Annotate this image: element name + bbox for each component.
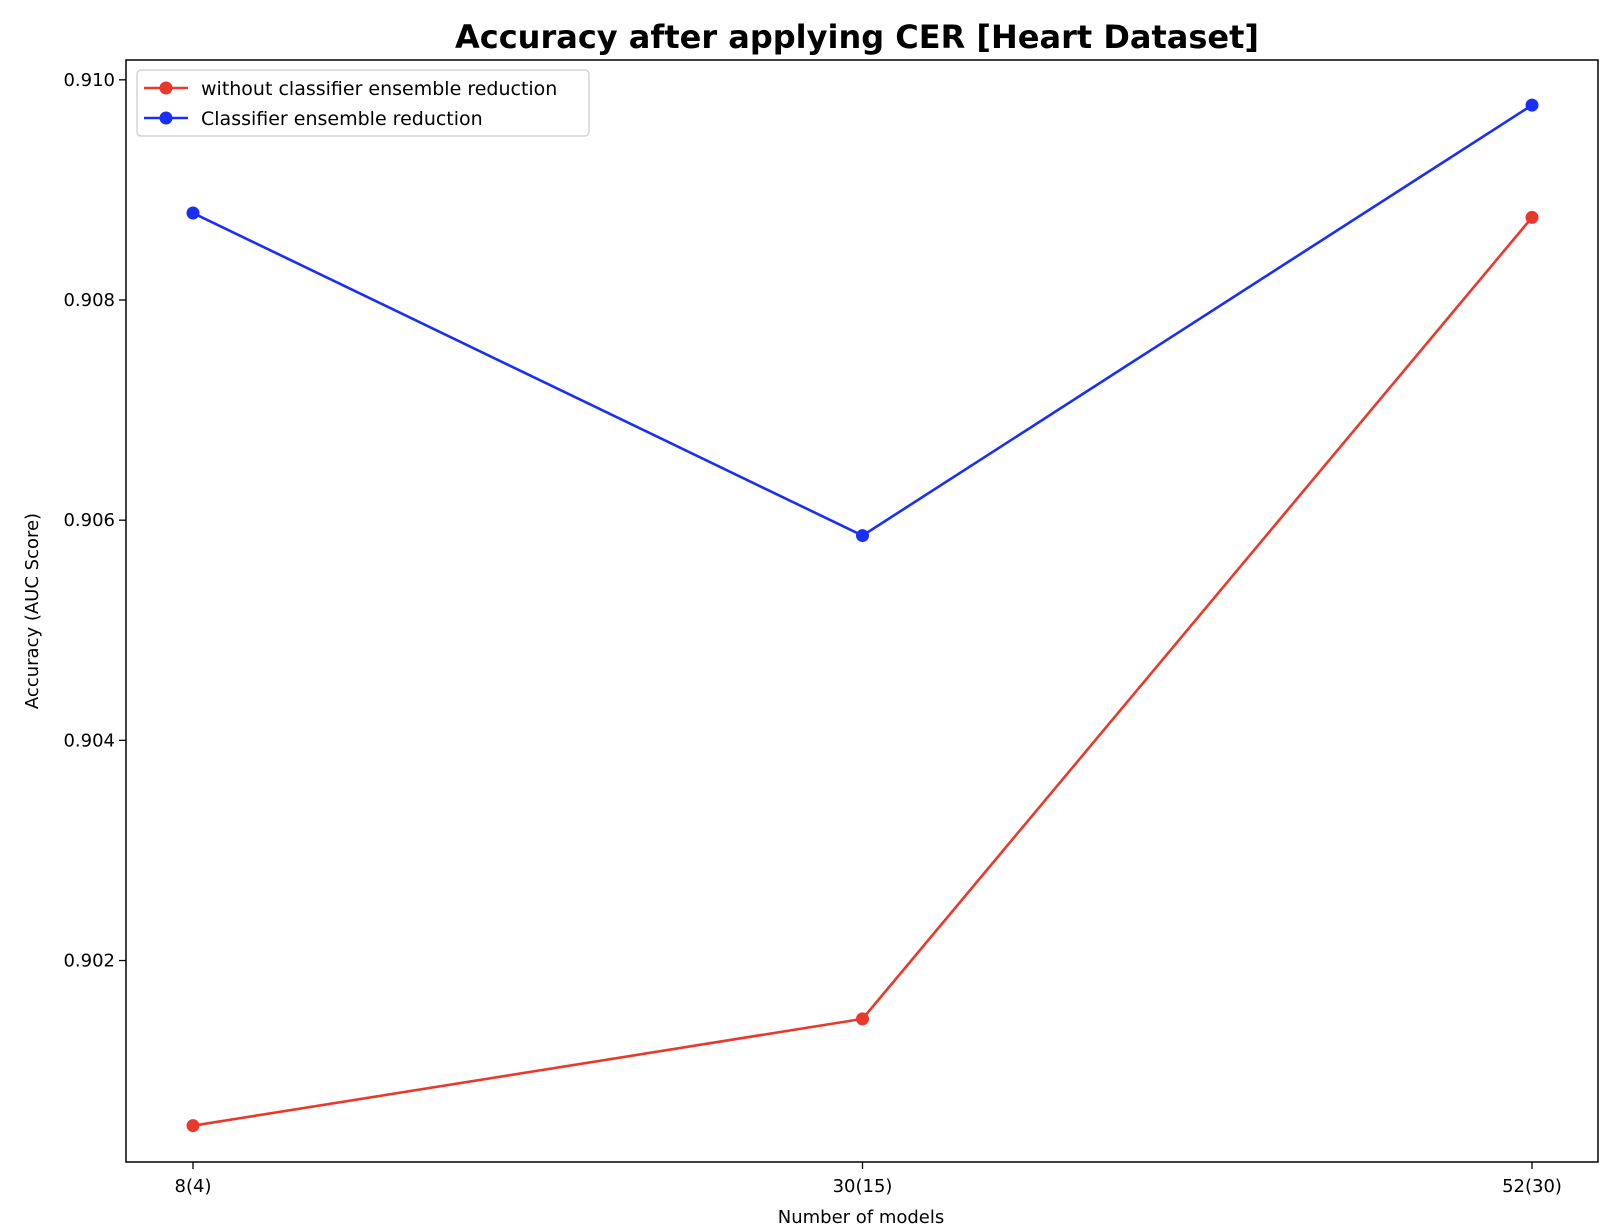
legend-label: Classifier ensemble reduction xyxy=(201,108,483,130)
series-1 xyxy=(186,210,1539,1133)
x-axis: 8(4) 30(15) 52(30) xyxy=(175,1162,1562,1197)
series-line xyxy=(192,216,1533,1127)
series-layer xyxy=(186,98,1539,1133)
legend-item: Classifier ensemble reduction xyxy=(144,108,483,130)
x-tick-label: 30(15) xyxy=(833,1176,893,1197)
x-tick-label: 52(30) xyxy=(1502,1176,1562,1197)
legend-label: without classifier ensemble reduction xyxy=(201,78,557,100)
data-point xyxy=(186,1119,200,1133)
legend: without classifier ensemble reduction Cla… xyxy=(136,69,590,137)
x-axis-label: Number of models xyxy=(778,1207,945,1224)
legend-item: without classifier ensemble reduction xyxy=(144,78,557,100)
data-point xyxy=(1525,98,1539,112)
y-tick-label: 0.910 xyxy=(63,70,115,91)
x-tick-label: 8(4) xyxy=(175,1176,212,1197)
legend-swatch-marker xyxy=(159,81,173,95)
y-axis-label: Accuracy (AUC Score) xyxy=(22,513,43,709)
series-2 xyxy=(186,98,1539,543)
y-tick-label: 0.904 xyxy=(63,730,115,751)
y-tick-label: 0.902 xyxy=(63,951,115,972)
chart-title: Accuracy after applying CER [Heart Datas… xyxy=(455,18,1259,56)
y-tick-label: 0.906 xyxy=(63,510,115,531)
legend-frame xyxy=(136,69,590,137)
data-point xyxy=(856,529,869,543)
y-tick-label: 0.908 xyxy=(63,290,115,311)
data-point xyxy=(1525,210,1539,224)
data-point xyxy=(856,1012,869,1026)
y-axis: 0.902 0.904 0.906 0.908 0.910 xyxy=(63,70,126,972)
plot-frame xyxy=(125,59,1599,1163)
series-line xyxy=(192,104,1533,537)
data-point xyxy=(186,206,200,220)
legend-swatch-marker xyxy=(159,111,173,125)
